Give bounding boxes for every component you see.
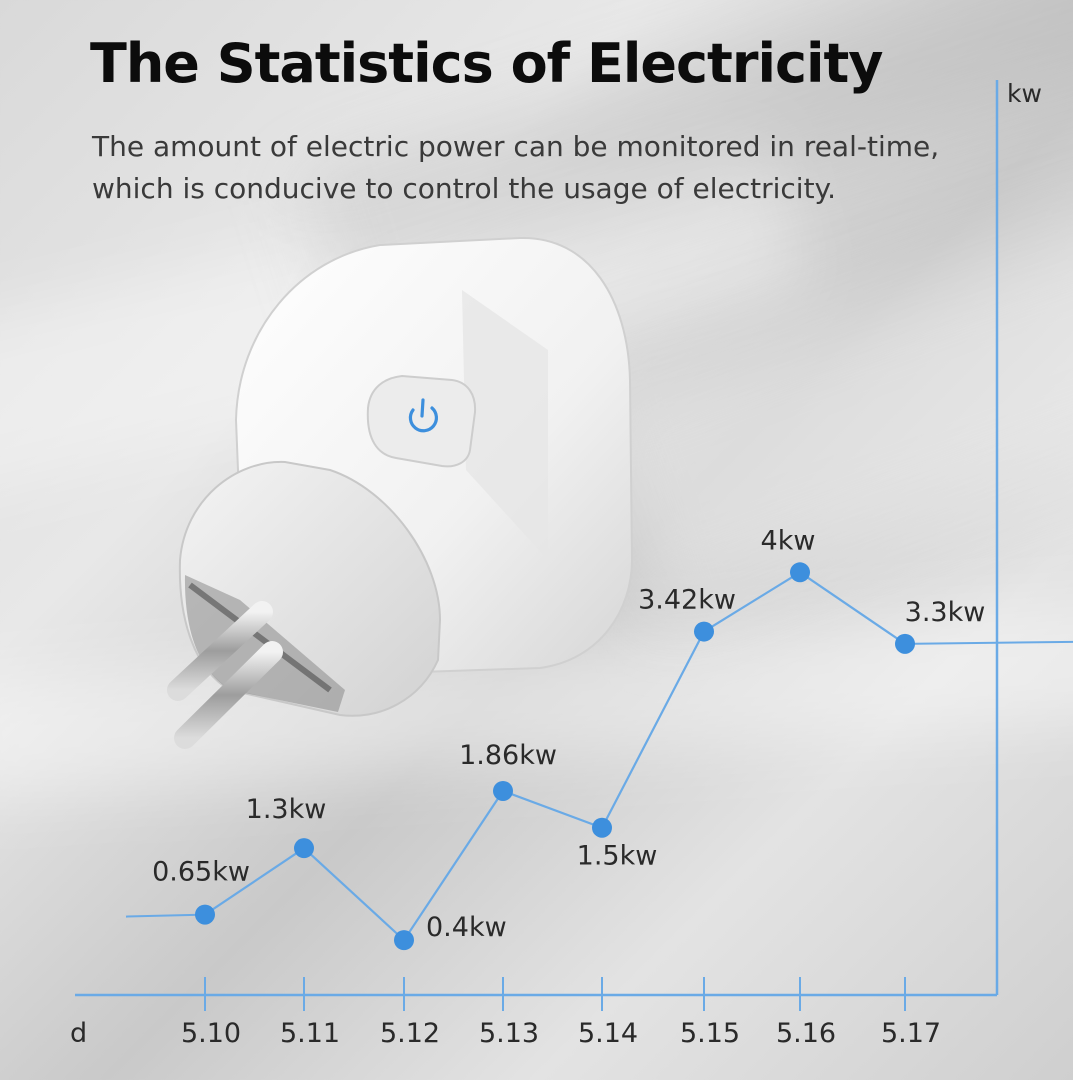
x-tick-label: 5.12 xyxy=(380,1018,440,1049)
page-title: The Statistics of Electricity xyxy=(90,32,883,95)
data-label: 1.5kw xyxy=(577,841,658,872)
x-tick-label: 5.16 xyxy=(776,1018,836,1049)
data-label: 1.86kw xyxy=(459,740,557,771)
data-labels: 0.65kw 1.3kw 0.4kw 1.86kw 1.5kw 3.42kw 4kw 3.3k… xyxy=(152,525,985,943)
axis-labels: d kw xyxy=(70,79,1042,1049)
data-point xyxy=(895,633,915,654)
series-line xyxy=(204,570,906,942)
x-tick-label: 5.15 xyxy=(680,1018,740,1049)
subtitle-line: which is conducive to control the usage … xyxy=(92,172,837,205)
y-axis-label: kw xyxy=(1007,79,1042,108)
data-point xyxy=(294,838,314,859)
data-point xyxy=(493,780,513,801)
x-ticks: 5.10 5.11 5.12 5.13 5.14 5.15 5.16 5.17 xyxy=(181,977,941,1049)
series-lead-segment xyxy=(125,913,206,918)
series-line xyxy=(125,570,1073,942)
data-label: 3.3kw xyxy=(905,597,986,628)
data-point xyxy=(195,904,215,925)
x-tick-label: 5.17 xyxy=(881,1018,941,1049)
data-points xyxy=(195,562,915,951)
plug-face xyxy=(178,460,442,717)
x-tick-label: 5.11 xyxy=(280,1018,340,1049)
power-icon xyxy=(408,398,439,433)
x-tick-label: 5.10 xyxy=(181,1018,241,1049)
plug-pins xyxy=(167,601,283,749)
data-point xyxy=(592,817,612,838)
x-tick-label: 5.14 xyxy=(578,1018,638,1049)
data-label: 1.3kw xyxy=(246,794,327,825)
data-point xyxy=(394,930,414,951)
data-label: 0.65kw xyxy=(152,857,250,888)
data-point xyxy=(694,621,714,642)
data-label: 3.42kw xyxy=(638,585,736,616)
page-subtitle: The amount of electric power can be moni… xyxy=(92,126,992,210)
data-point xyxy=(790,562,810,583)
x-axis-label: d xyxy=(70,1018,87,1049)
data-label: 4kw xyxy=(761,525,816,556)
power-button[interactable] xyxy=(366,374,477,468)
data-label: 0.4kw xyxy=(426,912,507,943)
subtitle-line: The amount of electric power can be moni… xyxy=(92,130,940,163)
chart-axes xyxy=(75,80,999,997)
series-trail-segment xyxy=(904,640,1073,645)
x-tick-label: 5.13 xyxy=(479,1018,539,1049)
